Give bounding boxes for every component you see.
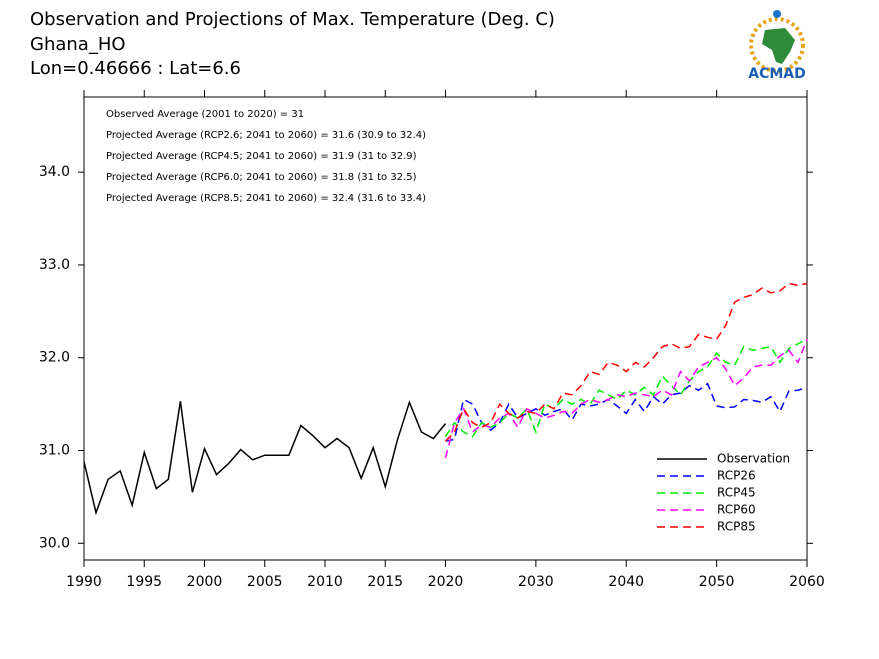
- annotation: Observed Average (2001 to 2020) = 31: [106, 109, 304, 120]
- logo-africa: [762, 28, 795, 64]
- x-tick-label: 2000: [187, 574, 223, 590]
- series-line: [445, 382, 808, 442]
- series-line: [444, 338, 808, 459]
- x-tick-label: 1995: [126, 574, 162, 590]
- x-tick-label: 2030: [518, 574, 554, 590]
- x-tick-label: 2040: [608, 574, 644, 590]
- legend-label: RCP45: [717, 486, 756, 500]
- legend-label: RCP85: [717, 520, 756, 534]
- chart-title: Observation and Projections of Max. Temp…: [30, 9, 555, 30]
- x-tick-label: 2060: [789, 574, 825, 590]
- annotation: Projected Average (RCP8.5; 2041 to 2060)…: [106, 193, 426, 204]
- x-tick-label: 2010: [307, 574, 343, 590]
- logo: ACMAD: [748, 10, 806, 82]
- location: Lon=0.46666 : Lat=6.6: [30, 58, 241, 79]
- series-line: [83, 400, 447, 516]
- legend-label: Observation: [717, 452, 790, 466]
- x-tick-label: 2050: [699, 574, 735, 590]
- series-line: [444, 282, 808, 442]
- logo-text: ACMAD: [748, 66, 806, 82]
- x-tick-label: 2020: [428, 574, 464, 590]
- y-tick-label: 31.0: [39, 443, 70, 459]
- legend-label: RCP60: [717, 503, 756, 517]
- logo-drop: [773, 10, 781, 18]
- annotation: Projected Average (RCP6.0; 2041 to 2060)…: [106, 172, 417, 183]
- x-tick-label: 2005: [247, 574, 283, 590]
- y-tick-label: 32.0: [39, 350, 70, 366]
- annotation: Projected Average (RCP2.6; 2041 to 2060)…: [106, 130, 426, 141]
- y-tick-label: 30.0: [39, 535, 70, 551]
- annotation: Projected Average (RCP4.5; 2041 to 2060)…: [106, 151, 417, 162]
- x-tick-label: 1990: [66, 574, 102, 590]
- legend-label: RCP26: [717, 469, 756, 483]
- logo-ring: [749, 17, 805, 73]
- chart-subtitle: Ghana_HO: [30, 34, 126, 55]
- series-line: [444, 338, 808, 438]
- y-tick-label: 33.0: [39, 257, 70, 273]
- x-tick-label: 2015: [367, 574, 403, 590]
- y-tick-label: 34.0: [39, 164, 70, 180]
